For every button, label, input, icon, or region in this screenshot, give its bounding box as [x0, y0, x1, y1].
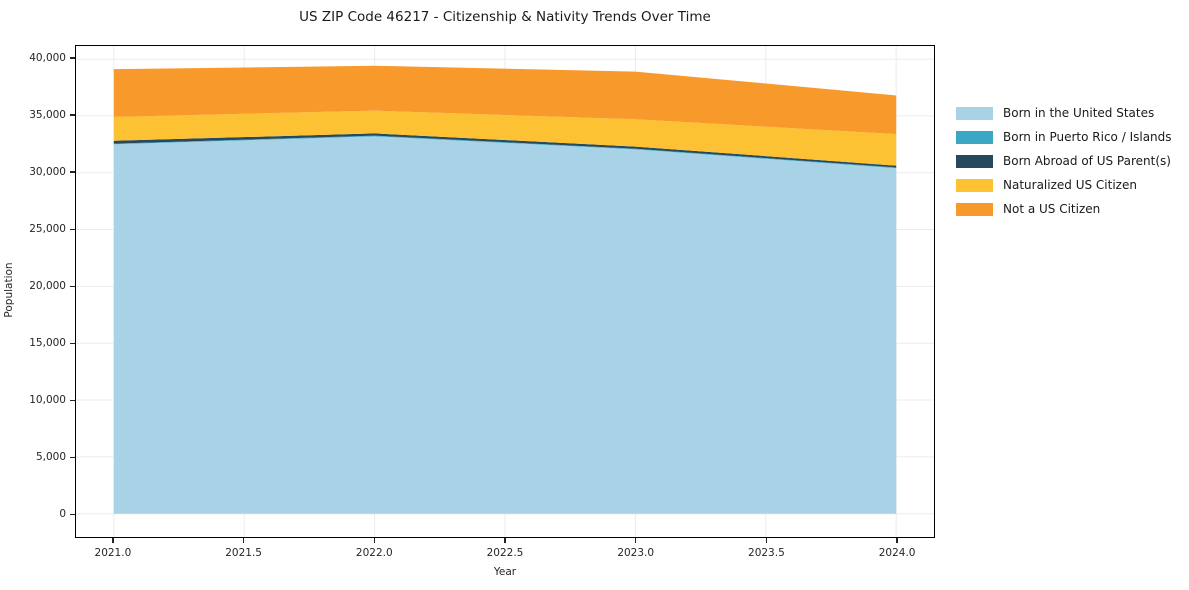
legend-label: Not a US Citizen — [1003, 202, 1101, 216]
x-axis-label: Year — [493, 566, 517, 578]
legend-item-1: Born in Puerto Rico / Islands — [956, 125, 1172, 149]
y-tick-mark — [70, 399, 75, 402]
x-tick-label: 2022.0 — [355, 547, 393, 559]
y-tick-mark — [70, 57, 75, 59]
y-tick-label: 40,000 — [29, 51, 66, 64]
legend-swatch-icon — [956, 178, 993, 192]
legend-label: Naturalized US Citizen — [1003, 178, 1137, 192]
y-tick-mark — [70, 342, 75, 345]
legend-swatch-icon — [956, 202, 993, 216]
y-tick-mark — [70, 171, 75, 174]
y-tick-mark — [70, 513, 75, 516]
legend-item-4: Not a US Citizen — [956, 197, 1172, 221]
y-tick-mark — [70, 456, 75, 459]
legend-label: Born in Puerto Rico / Islands — [1003, 130, 1172, 144]
chart-title: US ZIP Code 46217 - Citizenship & Nativi… — [299, 9, 711, 25]
y-tick-label: 20,000 — [29, 279, 66, 292]
legend: Born in the United States Born in Puerto … — [956, 101, 1172, 221]
y-tick-label: 5,000 — [35, 451, 66, 464]
y-tick-mark — [70, 228, 75, 231]
x-tick-mark — [634, 538, 637, 543]
plot-area — [75, 45, 935, 538]
legend-label: Born Abroad of US Parent(s) — [1003, 154, 1171, 168]
y-tick-label: 10,000 — [29, 393, 66, 406]
y-tick-mark — [70, 114, 75, 116]
x-tick-mark — [373, 538, 376, 543]
x-tick-label: 2021.5 — [225, 547, 262, 559]
y-axis-label: Population — [3, 262, 15, 318]
y-tick-label: 0 — [59, 508, 66, 521]
y-tick-label: 30,000 — [29, 165, 66, 178]
x-tick-label: 2023.5 — [748, 547, 785, 559]
y-tick-label: 15,000 — [29, 336, 66, 349]
legend-swatch-icon — [956, 130, 993, 144]
legend-item-0: Born in the United States — [956, 101, 1172, 125]
x-tick-label: 2024.0 — [878, 547, 916, 559]
x-tick-mark — [242, 538, 245, 543]
legend-swatch-icon — [956, 106, 993, 120]
legend-item-3: Naturalized US Citizen — [956, 173, 1172, 197]
y-tick-label: 25,000 — [29, 222, 66, 235]
area-series-2 — [113, 133, 897, 168]
legend-item-2: Born Abroad of US Parent(s) — [956, 149, 1172, 173]
area-series-4 — [113, 65, 897, 135]
x-tick-mark — [112, 538, 114, 543]
x-tick-label: 2023.0 — [617, 547, 655, 559]
legend-swatch-icon — [956, 154, 993, 168]
x-tick-label: 2021.0 — [94, 547, 132, 559]
x-tick-label: 2022.5 — [486, 547, 524, 559]
area-series-0 — [113, 136, 897, 514]
legend-label: Born in the United States — [1003, 106, 1155, 120]
y-tick-mark — [70, 285, 75, 288]
y-tick-label: 35,000 — [29, 108, 66, 121]
area-series-3 — [113, 110, 897, 166]
x-tick-mark — [504, 538, 506, 543]
stacked-area-plot — [76, 46, 934, 537]
x-tick-mark — [896, 538, 898, 543]
x-tick-mark — [765, 538, 768, 543]
